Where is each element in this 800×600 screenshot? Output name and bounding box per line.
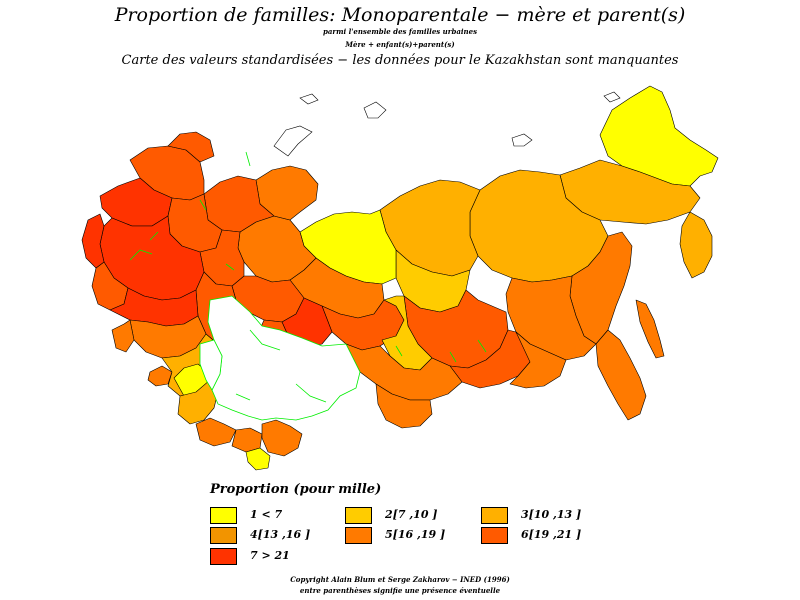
boundary-green-4 bbox=[225, 263, 235, 271]
region-azerbaijan bbox=[231, 427, 263, 453]
region-central-asia-south bbox=[261, 419, 303, 457]
legend-swatch-class-5 bbox=[345, 527, 372, 544]
map-subtitle-population: parmi l'ensemble des familles urbaines bbox=[322, 27, 478, 36]
island-novaya-zemlya bbox=[273, 125, 313, 157]
region-baltic bbox=[81, 213, 105, 269]
legend-swatch-class-4 bbox=[210, 527, 237, 544]
boundary-green-5 bbox=[245, 151, 251, 167]
legend-label-class-3: 3[10 ,13 ] bbox=[521, 508, 582, 521]
map-title: Proportion de familles: Monoparentale − … bbox=[114, 4, 686, 26]
legend-swatch-class-2 bbox=[345, 507, 372, 524]
region-murmansk bbox=[167, 131, 215, 163]
region-crimea bbox=[147, 365, 173, 387]
legend-title: Proportion (pour mille) bbox=[210, 482, 382, 497]
region-kamchatka bbox=[679, 211, 713, 279]
copyright-note: entre parenthèses signifie une présence … bbox=[299, 586, 501, 595]
legend-swatch-class-6 bbox=[481, 527, 508, 544]
boundary-green-2 bbox=[149, 231, 159, 241]
region-altai bbox=[375, 383, 433, 429]
map-subtitle-family-type: Mère + enfant(s)+parent(s) bbox=[345, 40, 455, 49]
island-wrangel bbox=[603, 91, 621, 103]
region-sakhalin bbox=[635, 299, 665, 359]
boundary-green-11 bbox=[235, 393, 251, 401]
legend-label-class-4: 4[13 ,16 ] bbox=[250, 528, 311, 541]
island-novosibirsk bbox=[511, 133, 533, 147]
island-severnaya-zemlya bbox=[363, 101, 387, 119]
region-georgia-armenia bbox=[195, 417, 237, 447]
island-franz-josef bbox=[299, 93, 319, 105]
copyright-line: Copyright Alain Blum et Serge Zakharov −… bbox=[290, 575, 510, 584]
legend-swatch-class-7 bbox=[210, 548, 237, 565]
region-caspian-missing bbox=[199, 339, 223, 391]
legend-label-class-5: 5[16 ,19 ] bbox=[385, 528, 446, 541]
boundary-green-9 bbox=[249, 329, 281, 351]
legend-label-class-2: 2[7 ,10 ] bbox=[385, 508, 438, 521]
region-caucasus-south bbox=[177, 379, 219, 425]
legend-label-class-7: 7 > 21 bbox=[250, 549, 290, 562]
boundary-green-10 bbox=[295, 383, 327, 403]
region-primorye bbox=[595, 329, 647, 421]
legend-label-class-1: 1 < 7 bbox=[250, 508, 283, 521]
boundary-green-3 bbox=[199, 199, 207, 211]
boundary-green-1 bbox=[129, 249, 153, 261]
legend-swatch-class-1 bbox=[210, 507, 237, 524]
map-subtitle-note: Carte des valeurs standardisées − les do… bbox=[121, 53, 679, 68]
boundary-green-7 bbox=[449, 351, 457, 363]
boundary-green-6 bbox=[395, 345, 403, 357]
region-tajikistan bbox=[245, 447, 271, 471]
region-moldova bbox=[111, 319, 135, 353]
boundary-green-8 bbox=[477, 339, 487, 353]
region-chita bbox=[509, 331, 567, 389]
legend-label-class-6: 6[19 ,21 ] bbox=[521, 528, 582, 541]
region-amur bbox=[505, 275, 597, 361]
legend-swatch-class-3 bbox=[481, 507, 508, 524]
